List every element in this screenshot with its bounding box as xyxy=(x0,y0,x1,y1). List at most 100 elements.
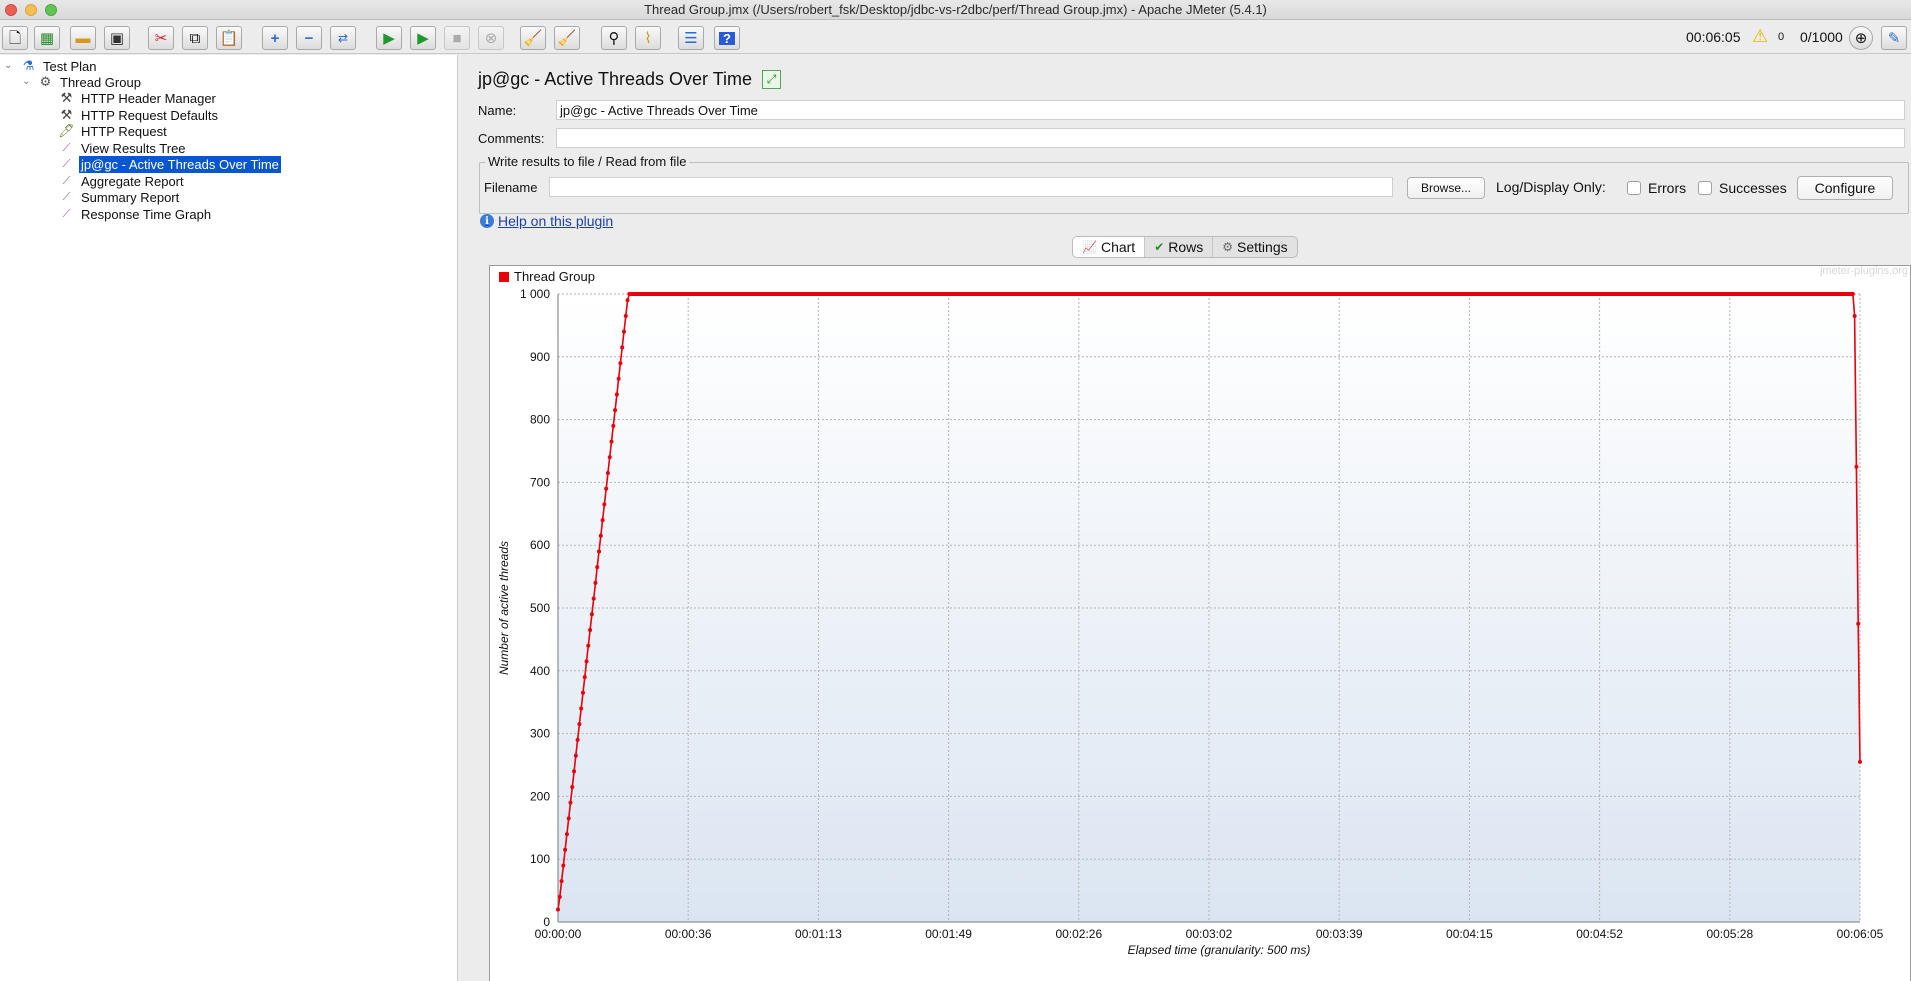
y-axis-label: Number of active threads xyxy=(497,541,511,675)
settings-gear-icon: ⚙ xyxy=(1222,240,1234,254)
cut-icon[interactable]: ✂ xyxy=(148,26,174,50)
tools-icon: ⚒ xyxy=(60,90,73,105)
graph-icon: ⟋ xyxy=(62,190,71,203)
window-close-button[interactable] xyxy=(5,4,17,16)
data-point xyxy=(570,784,575,789)
play-icon[interactable]: ▶ xyxy=(376,26,402,50)
data-point xyxy=(623,313,628,318)
tree-item-http-header-manager[interactable]: ⚒ HTTP Header Manager xyxy=(58,89,218,107)
data-point xyxy=(557,894,562,899)
name-field[interactable]: jp@gc - Active Threads Over Time xyxy=(556,100,1905,120)
play-no-timers-icon[interactable]: ▶ xyxy=(410,26,436,50)
graph-icon: ⟋ xyxy=(62,207,71,220)
data-point xyxy=(580,690,585,695)
tools-icon: ⚒ xyxy=(60,107,73,122)
window-zoom-button[interactable] xyxy=(45,4,57,16)
chart-svg: 0 100 200 300 400 500 600 700 800 900 1 000 00:00:0… xyxy=(497,266,1908,957)
tree-item-aggregate-report[interactable]: ⟋ Aggregate Report xyxy=(58,172,186,190)
tree-item-label: HTTP Request xyxy=(81,123,167,139)
tree-item-http-request-defaults[interactable]: ⚒ HTTP Request Defaults xyxy=(58,106,220,124)
window-title: Thread Group.jmx (/Users/robert_fsk/Desk… xyxy=(644,2,1267,17)
tree-item-label: View Results Tree xyxy=(81,140,186,156)
tab-settings[interactable]: ⚙ Settings xyxy=(1213,237,1296,257)
pipette-icon: 🖊 xyxy=(58,123,75,138)
data-point xyxy=(586,643,591,648)
active-threads-chart: 0 100 200 300 400 500 600 700 800 900 1 000 00:00:0… xyxy=(489,265,1911,981)
paste-icon[interactable]: 📋 xyxy=(216,26,242,50)
tree-item-response-time-graph[interactable]: ⟋ Response Time Graph xyxy=(58,205,213,223)
data-point xyxy=(579,706,584,711)
configure-button[interactable]: Configure xyxy=(1797,176,1893,200)
tab-rows[interactable]: ✔ Rows xyxy=(1145,237,1214,257)
data-point xyxy=(1852,313,1857,318)
minus-icon[interactable]: − xyxy=(296,26,322,50)
data-point xyxy=(1856,621,1861,626)
browse-button[interactable]: Browse... xyxy=(1407,177,1485,199)
stop-icon[interactable]: ■ xyxy=(444,26,470,50)
log-viewer-icon[interactable]: ✎ xyxy=(1881,26,1907,50)
legend-swatch xyxy=(499,272,509,282)
data-point xyxy=(627,292,632,296)
filename-label: Filename xyxy=(484,180,538,195)
tree-item-thread-group[interactable]: ⚙ Thread Group xyxy=(37,73,143,91)
data-point xyxy=(556,907,560,912)
warning-icon[interactable]: ⚠ xyxy=(1752,26,1769,46)
data-point xyxy=(616,376,621,381)
list-icon[interactable]: ☰ xyxy=(678,26,704,50)
clear-all-icon[interactable]: 🧹 xyxy=(554,26,580,50)
filename-field[interactable] xyxy=(549,177,1393,197)
data-point xyxy=(620,345,625,350)
help-link[interactable]: i Help on this plugin xyxy=(480,213,613,229)
tab-chart[interactable]: 📈 Chart xyxy=(1073,237,1146,257)
data-point xyxy=(600,518,605,523)
legend-label: Thread Group xyxy=(514,269,595,284)
tree-item-http-request[interactable]: 🖊 HTTP Request xyxy=(58,122,169,140)
window-minimize-button[interactable] xyxy=(25,4,37,16)
data-point xyxy=(609,439,614,444)
toolbar: 🗋 ▦ ▬ ▣ ✂ ⧉ 📋 + − ⇄ ▶ ▶ ■ ⊗ 🧹 🧹 ⚲ ⌇ ☰ ? … xyxy=(0,21,1911,54)
help-icon[interactable]: ? xyxy=(714,26,740,50)
tree-item-view-results-tree[interactable]: ⟋ View Results Tree xyxy=(58,139,188,157)
data-point xyxy=(561,863,566,868)
expand-icon[interactable]: ⤢ xyxy=(762,70,782,89)
templates-icon[interactable]: ▦ xyxy=(34,26,60,50)
data-point xyxy=(573,753,578,758)
tree-item-summary-report[interactable]: ⟋ Summary Report xyxy=(58,188,181,206)
tree-item-active-threads-over-time[interactable]: ⟋ jp@gc - Active Threads Over Time xyxy=(58,155,281,173)
tree-toggle-thread-group-chevron-down-icon[interactable]: ⌄ xyxy=(22,76,31,87)
tree-item-test-plan[interactable]: ⚗ Test Plan xyxy=(20,57,98,75)
successes-checkbox[interactable] xyxy=(1698,181,1712,195)
x-tick-label: 00:00:36 xyxy=(665,927,712,941)
graph-icon: ⟋ xyxy=(62,157,71,170)
save-icon[interactable]: ▣ xyxy=(104,26,130,50)
data-point xyxy=(588,627,593,632)
tree-toggle-test-plan-chevron-down-icon[interactable]: ⌄ xyxy=(4,60,13,71)
flask-icon: ⚗ xyxy=(22,58,35,73)
checkmark-icon: ✔ xyxy=(1154,240,1165,254)
warning-count: 0 xyxy=(1778,31,1785,43)
graph-icon: ⟋ xyxy=(62,141,71,154)
broom-icon[interactable]: ⌇ xyxy=(635,26,661,50)
data-point xyxy=(572,769,577,774)
errors-checkbox[interactable] xyxy=(1627,181,1641,195)
clear-icon[interactable]: 🧹 xyxy=(520,26,546,50)
y-tick-label: 400 xyxy=(530,664,550,678)
toggle-icon[interactable]: ⇄ xyxy=(330,26,356,50)
panel-splitter[interactable] xyxy=(459,55,464,981)
graph-icon: ⟋ xyxy=(62,174,71,187)
x-tick-label: 00:03:39 xyxy=(1316,927,1363,941)
new-file-icon[interactable]: 🗋 xyxy=(2,26,28,50)
copy-icon[interactable]: ⧉ xyxy=(182,26,208,50)
binoculars-icon[interactable]: ⚲ xyxy=(601,26,627,50)
open-folder-icon[interactable]: ▬ xyxy=(70,26,96,50)
data-point xyxy=(559,879,564,884)
plus-icon[interactable]: + xyxy=(262,26,288,50)
comments-field[interactable] xyxy=(556,128,1905,148)
y-tick-label: 1 000 xyxy=(520,287,550,301)
shutdown-icon[interactable]: ⊗ xyxy=(478,26,504,50)
tree-item-label: Response Time Graph xyxy=(81,206,212,222)
remote-engines-icon[interactable]: ⊕ xyxy=(1849,26,1873,50)
file-group xyxy=(479,162,1909,214)
x-tick-label: 00:00:00 xyxy=(535,927,582,941)
series-line-thread-group xyxy=(557,293,1861,910)
